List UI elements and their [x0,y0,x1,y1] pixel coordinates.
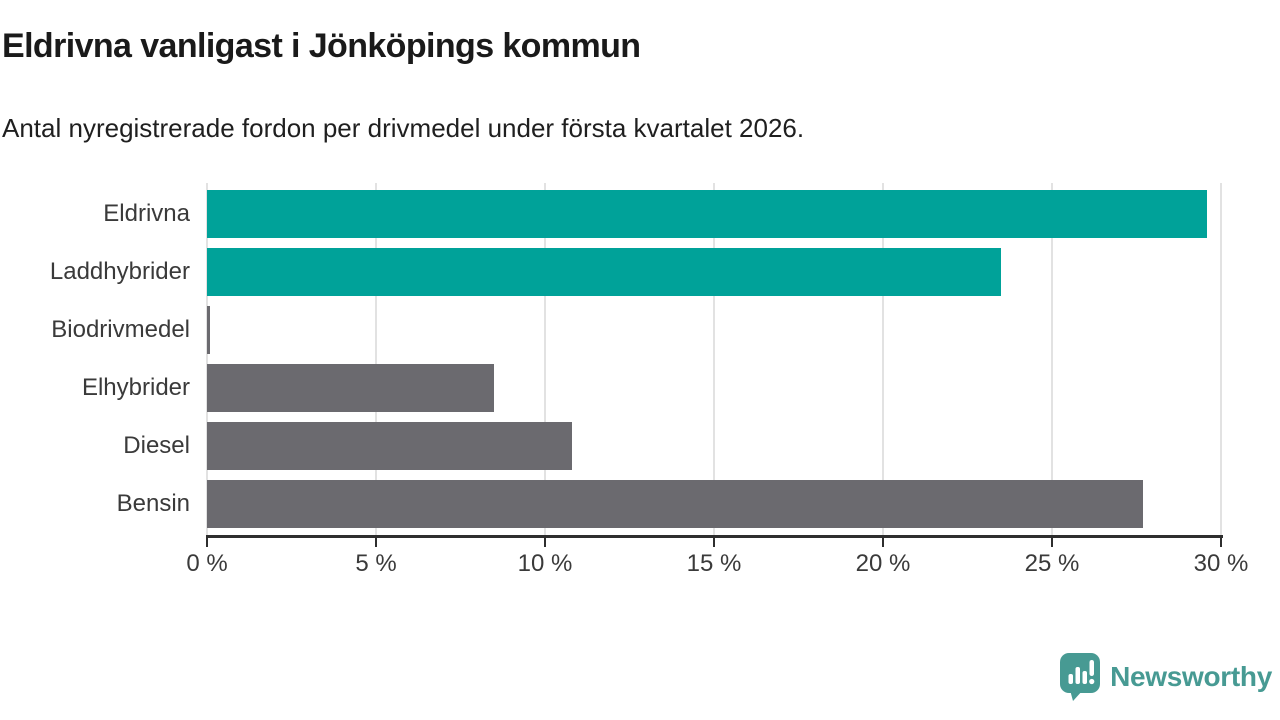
tick-mark [544,535,546,547]
gridline [882,183,884,536]
gridline [544,183,546,536]
gridline [1220,183,1222,536]
tick-mark [882,535,884,547]
category-label: Diesel [123,432,190,459]
category-label: Laddhybrider [49,258,190,285]
gridline [713,183,715,536]
tick-mark [375,535,377,547]
plot-area [206,183,1222,536]
tick-label: 20 % [855,550,911,577]
category-label: Eldrivna [103,200,190,227]
tick-label: 10 % [517,550,573,577]
newsworthy-logo-icon [1060,653,1101,701]
chart-title: Eldrivna vanligast i Jönköpings kommun [2,27,641,65]
bar-diesel [207,422,573,470]
branding: Newsworthy [1059,652,1272,702]
tick-label: 15 % [686,550,742,577]
bar-biodrivmedel [207,306,211,354]
bar-laddhybrider [207,248,1002,296]
tick-label: 30 % [1193,550,1249,577]
bar-bensin [207,480,1144,528]
brand-wordmark: Newsworthy [1110,661,1272,692]
bar-eldrivna [207,190,1208,238]
tick-mark [1051,535,1053,547]
gridline [206,183,208,536]
gridline [1051,183,1053,536]
chart-subtitle: Antal nyregistrerade fordon per drivmede… [2,113,805,143]
tick-mark [713,535,715,547]
tick-label: 25 % [1024,550,1080,577]
category-label: Elhybrider [81,374,190,401]
category-label: Biodrivmedel [51,316,190,343]
tick-mark [1220,535,1222,547]
tick-mark [206,535,208,547]
category-label: Bensin [116,490,190,517]
bar-elhybrider [207,364,495,412]
tick-label: 5 % [355,550,397,577]
category-labels: Eldrivna Laddhybrider Biodrivmedel Elhybrid… [0,183,190,536]
gridline [375,183,377,536]
tick-label: 0 % [186,550,228,577]
